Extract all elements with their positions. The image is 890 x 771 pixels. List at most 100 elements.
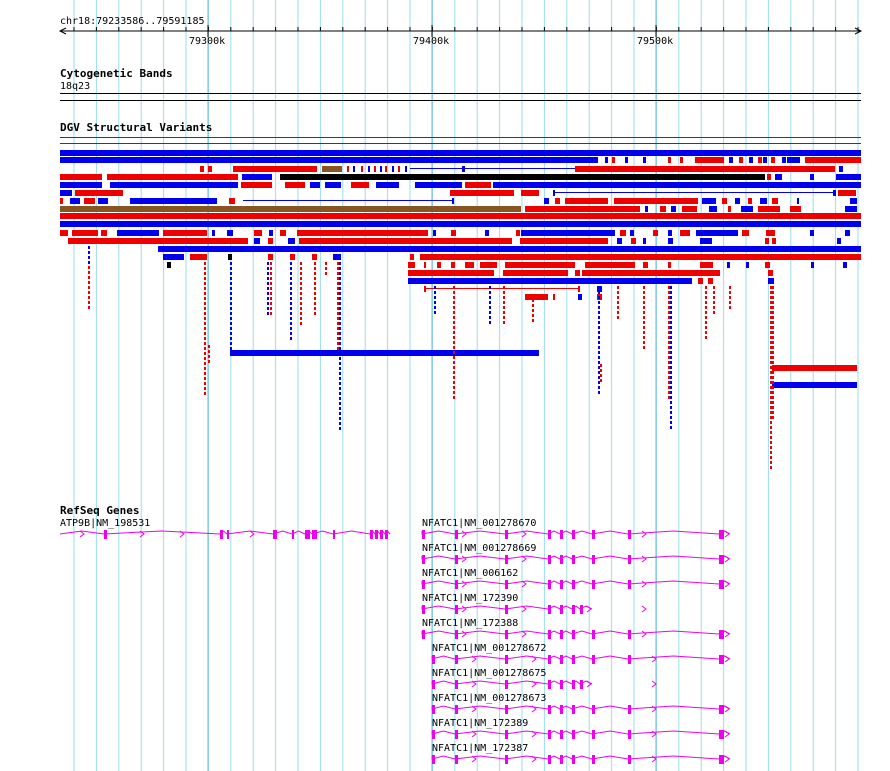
gene-label[interactable]: NFATC1|NM_001278675 bbox=[432, 668, 546, 679]
variant-tick bbox=[643, 336, 645, 339]
variant-tick bbox=[453, 371, 455, 374]
variant-bar bbox=[782, 157, 786, 163]
variant-tick bbox=[713, 306, 715, 309]
variant-bar bbox=[268, 238, 273, 244]
variant-bar bbox=[668, 238, 673, 244]
variant-tick bbox=[88, 261, 90, 264]
variant-tick bbox=[339, 367, 341, 370]
gene-exon bbox=[505, 755, 508, 764]
variant-tick bbox=[713, 301, 715, 304]
gene-exon bbox=[572, 680, 575, 689]
variant-tick bbox=[453, 381, 455, 384]
gene-label[interactable]: NFATC1|NM_172389 bbox=[432, 718, 528, 729]
variant-bar bbox=[811, 262, 814, 268]
variant-bar bbox=[758, 206, 780, 212]
variant-bar bbox=[614, 198, 698, 204]
cytoband-bar bbox=[60, 93, 861, 94]
gene-label[interactable]: NFATC1|NM_001278673 bbox=[432, 693, 546, 704]
variant-tick bbox=[453, 326, 455, 329]
variant-tick bbox=[770, 436, 772, 439]
gene-exon bbox=[628, 555, 631, 564]
gene-exon bbox=[592, 705, 595, 714]
variant-bar bbox=[845, 230, 850, 236]
variant-tick bbox=[770, 391, 772, 394]
gene-label[interactable]: ATP9B|NM_198531 bbox=[60, 518, 150, 529]
variant-tick bbox=[772, 301, 774, 304]
variant-tick bbox=[598, 366, 600, 369]
variant-tick bbox=[453, 296, 455, 299]
variant-tick bbox=[770, 426, 772, 429]
gene-label[interactable]: NFATC1|NM_001278670 bbox=[422, 518, 536, 529]
variant-bar bbox=[729, 157, 733, 163]
variant-bar bbox=[60, 182, 102, 188]
gene-exon bbox=[312, 530, 317, 539]
variant-tick bbox=[772, 396, 774, 399]
gene-exon bbox=[592, 555, 595, 564]
variant-tick bbox=[204, 342, 206, 345]
variant-bar bbox=[493, 182, 861, 188]
gene-label[interactable]: NFATC1|NM_172390 bbox=[422, 593, 518, 604]
variant-tick bbox=[705, 296, 707, 299]
variant-tick bbox=[713, 296, 715, 299]
variant-tick bbox=[204, 277, 206, 280]
gene-exon bbox=[455, 530, 458, 539]
variant-tick bbox=[489, 321, 491, 324]
variant-bar bbox=[575, 166, 835, 172]
gene-label[interactable]: NFATC1|NM_006162 bbox=[422, 568, 518, 579]
variant-tick bbox=[772, 371, 774, 374]
gene-label[interactable]: NFATC1|NM_001278672 bbox=[432, 643, 546, 654]
variant-tick bbox=[339, 332, 341, 335]
variant-bar bbox=[465, 262, 474, 268]
gene-model bbox=[431, 705, 731, 714]
variant-bar bbox=[521, 230, 615, 236]
variant-tick bbox=[204, 282, 206, 285]
strand-arrow-icon bbox=[521, 580, 527, 588]
track-refseq[interactable]: RefSeq Genes ATP9B|NM_198531 NFATC1|NM_0… bbox=[59, 504, 731, 764]
variant-tick bbox=[267, 307, 269, 310]
variant-bar bbox=[612, 157, 615, 163]
gene-exon bbox=[432, 680, 435, 689]
gene-exon bbox=[422, 530, 425, 539]
variant-tick bbox=[339, 287, 341, 290]
variant-bar bbox=[605, 157, 608, 163]
variant-tick bbox=[300, 262, 302, 265]
gene-label[interactable]: NFATC1|NM_172387 bbox=[432, 743, 528, 754]
variant-tick bbox=[300, 282, 302, 285]
variant-tick bbox=[668, 351, 670, 354]
variant-tick bbox=[204, 267, 206, 270]
variant-tick bbox=[670, 401, 672, 404]
variant-bar bbox=[451, 230, 456, 236]
gene-label[interactable]: NFATC1|NM_172388 bbox=[422, 618, 518, 629]
variant-tick bbox=[503, 316, 505, 319]
gene-model bbox=[421, 605, 647, 614]
variant-bar bbox=[521, 190, 539, 196]
track-dgv[interactable]: DGV Structural Variants bbox=[60, 121, 861, 469]
gene-exon bbox=[572, 555, 575, 564]
variant-tick bbox=[713, 311, 715, 314]
variant-tick bbox=[453, 286, 455, 289]
variant-tick bbox=[453, 396, 455, 399]
variant-tick bbox=[770, 431, 772, 434]
variant-bar bbox=[227, 230, 233, 236]
gene-exon bbox=[432, 705, 435, 714]
gene-label[interactable]: NFATC1|NM_001278669 bbox=[422, 543, 536, 554]
variant-tick bbox=[668, 326, 670, 329]
variant-tick bbox=[270, 292, 272, 295]
variant-tick bbox=[339, 327, 341, 330]
variant-tick bbox=[532, 309, 534, 312]
variant-tick bbox=[770, 326, 772, 329]
variant-bar bbox=[765, 262, 770, 268]
variant-bar bbox=[347, 166, 349, 172]
variant-tick bbox=[772, 391, 774, 394]
track-cytoband[interactable]: Cytogenetic Bands 18q23 bbox=[60, 67, 861, 101]
gene-exon bbox=[719, 580, 724, 589]
variant-bar bbox=[525, 294, 548, 300]
variant-bar bbox=[698, 278, 703, 284]
variant-tick bbox=[705, 326, 707, 329]
variant-tick bbox=[204, 377, 206, 380]
gene-exon bbox=[572, 530, 575, 539]
variant-tick bbox=[339, 417, 341, 420]
variant-bar bbox=[228, 254, 232, 260]
variant-tick bbox=[598, 341, 600, 344]
strand-arrow-icon bbox=[471, 705, 477, 713]
